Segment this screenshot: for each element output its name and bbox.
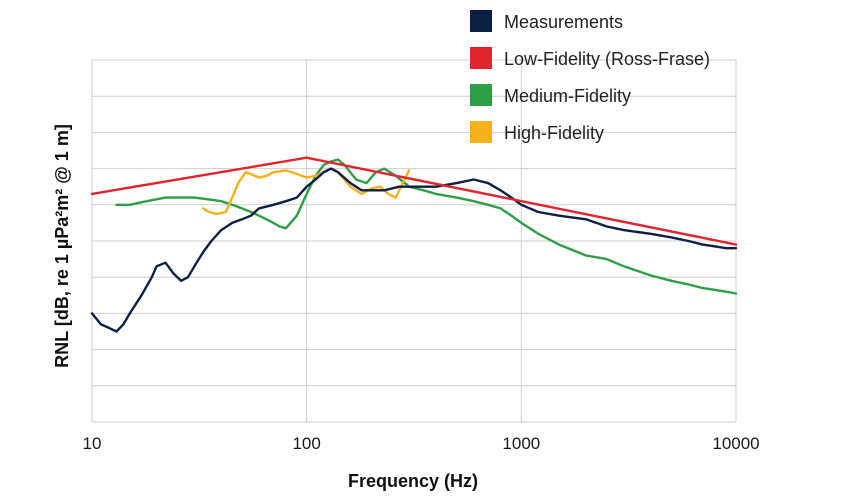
legend-label-medium-fidelity: Medium-Fidelity (504, 86, 631, 106)
grid (91, 59, 737, 423)
y-axis-title: RNL [dB, re 1 µPa²m² @ 1 m] (52, 124, 72, 368)
legend-label-low-fidelity-ross-frase: Low-Fidelity (Ross-Frase) (504, 49, 710, 69)
legend-label-high-fidelity: High-Fidelity (504, 123, 604, 143)
x-tick-label: 1000 (502, 434, 540, 453)
x-tick-label: 10 (83, 434, 102, 453)
x-tick-labels: 10 100 1000 10000 (83, 434, 760, 453)
series-lines (90, 156, 738, 333)
legend-swatch-measurements (470, 10, 492, 32)
series-line-low-fidelity-ross-frase (90, 156, 738, 246)
x-tick-label: 100 (292, 434, 320, 453)
series-line-measurements (90, 167, 738, 333)
x-tick-label: 10000 (712, 434, 759, 453)
legend-swatch-medium-fidelity (470, 84, 492, 106)
legend-swatch-low-fidelity-ross-frase (470, 47, 492, 69)
series-line-medium-fidelity (115, 158, 738, 295)
legend-label-measurements: Measurements (504, 12, 623, 32)
series-line-high-fidelity (202, 167, 411, 216)
x-axis-title: Frequency (Hz) (348, 471, 478, 491)
legend-swatch-high-fidelity (470, 121, 492, 143)
legend: Measurements Low-Fidelity (Ross-Frase) Med… (470, 10, 710, 143)
